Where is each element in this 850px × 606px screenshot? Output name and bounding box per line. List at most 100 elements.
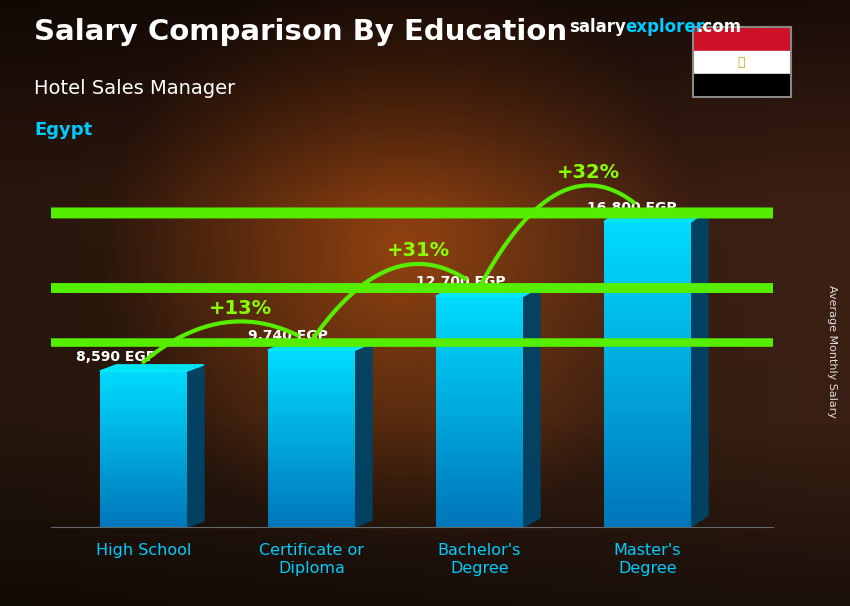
Bar	[436, 335, 523, 339]
Bar	[268, 385, 355, 388]
Polygon shape	[604, 210, 708, 222]
Polygon shape	[187, 365, 204, 527]
Bar	[99, 397, 187, 400]
Bar	[268, 374, 355, 377]
Bar	[436, 454, 523, 458]
Bar	[436, 373, 523, 377]
Bar	[99, 421, 187, 423]
Bar	[604, 466, 691, 471]
Bar	[436, 354, 523, 358]
Bar	[99, 519, 187, 522]
Bar	[268, 459, 355, 462]
Bar	[436, 327, 523, 331]
Bar	[436, 512, 523, 516]
Bar	[268, 398, 355, 401]
Bar	[604, 507, 691, 512]
Bar	[604, 461, 691, 466]
Bar	[604, 232, 691, 237]
Bar	[693, 27, 791, 50]
Bar	[268, 513, 355, 516]
Text: +31%: +31%	[387, 241, 450, 261]
Bar	[99, 413, 187, 415]
Bar	[436, 488, 523, 493]
Text: salary: salary	[570, 18, 626, 36]
Bar	[99, 459, 187, 462]
Bar	[268, 442, 355, 445]
Bar	[268, 501, 355, 504]
Bar	[436, 350, 523, 354]
Bar	[268, 489, 355, 492]
Bar	[268, 456, 355, 459]
Bar	[436, 347, 523, 350]
Bar	[604, 222, 691, 227]
Bar	[693, 50, 791, 74]
Bar	[604, 227, 691, 232]
Bar	[268, 477, 355, 480]
Bar	[604, 425, 691, 430]
Bar	[604, 303, 691, 308]
Bar	[436, 300, 523, 304]
Bar	[436, 416, 523, 419]
Polygon shape	[523, 287, 540, 527]
Bar	[436, 362, 523, 365]
Bar	[604, 370, 691, 375]
Bar	[99, 376, 187, 379]
Bar	[99, 425, 187, 428]
Bar	[99, 467, 187, 470]
Polygon shape	[436, 287, 540, 296]
Bar	[268, 436, 355, 439]
Bar	[268, 494, 355, 498]
Bar	[268, 445, 355, 448]
Bar	[604, 252, 691, 258]
Bar	[99, 517, 187, 519]
Bar	[268, 421, 355, 424]
Bar	[268, 498, 355, 501]
Bar	[436, 431, 523, 435]
Bar	[99, 491, 187, 493]
Bar	[268, 371, 355, 374]
Bar	[268, 391, 355, 395]
Bar	[268, 507, 355, 510]
Text: explorer: explorer	[626, 18, 705, 36]
Bar	[436, 393, 523, 396]
Bar	[99, 381, 187, 384]
Bar	[604, 288, 691, 293]
Bar	[436, 477, 523, 481]
Bar	[604, 517, 691, 522]
Text: 8,590 EGP: 8,590 EGP	[76, 350, 156, 364]
Bar	[436, 493, 523, 496]
Bar	[693, 74, 791, 97]
Bar	[436, 439, 523, 442]
Bar	[99, 402, 187, 405]
Bar	[99, 395, 187, 397]
Bar	[268, 409, 355, 412]
Bar	[604, 359, 691, 364]
Bar	[99, 478, 187, 481]
Bar	[604, 273, 691, 278]
Bar	[268, 403, 355, 406]
Bar	[268, 486, 355, 489]
Bar	[604, 451, 691, 456]
Text: Average Monthly Salary: Average Monthly Salary	[827, 285, 837, 418]
Bar	[268, 379, 355, 382]
Text: 16,800 EGP: 16,800 EGP	[587, 201, 677, 215]
Bar	[436, 323, 523, 327]
Bar	[604, 319, 691, 324]
Bar	[436, 504, 523, 508]
Bar	[436, 296, 523, 300]
Bar	[99, 525, 187, 527]
Bar	[99, 410, 187, 413]
Text: Hotel Sales Manager: Hotel Sales Manager	[34, 79, 235, 98]
Bar	[604, 421, 691, 425]
Bar	[436, 316, 523, 319]
Bar	[99, 431, 187, 433]
Bar	[436, 331, 523, 335]
Bar	[268, 430, 355, 433]
Bar	[268, 362, 355, 365]
Bar	[99, 457, 187, 459]
Bar	[604, 410, 691, 415]
Bar	[99, 439, 187, 441]
Bar	[268, 424, 355, 427]
Bar	[268, 418, 355, 421]
Bar	[604, 456, 691, 461]
